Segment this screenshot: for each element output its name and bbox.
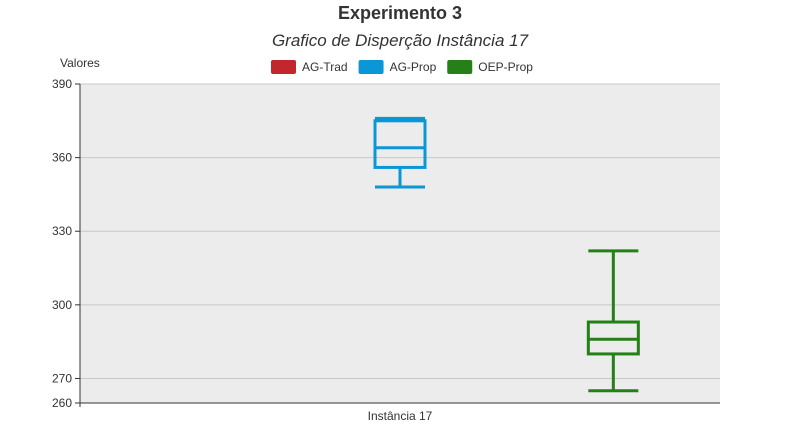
legend-swatch [447, 60, 473, 74]
legend-swatch [358, 60, 384, 74]
box-ag-prop [373, 116, 427, 189]
legend: AG-Trad AG-Prop OEP-Prop [271, 60, 533, 74]
y-tick-label: 360 [52, 151, 72, 165]
legend-item[interactable]: AG-Prop [358, 60, 437, 74]
boxes [373, 116, 640, 393]
x-tick-label: Instância 17 [368, 409, 433, 423]
legend-label: AG-Trad [302, 60, 348, 74]
y-axis-label: Valores [60, 56, 100, 70]
x-axis: Instância 17 [80, 402, 720, 423]
y-tick-label: 260 [52, 396, 72, 410]
y-axis: 260 270 300 330 360 390 [52, 77, 81, 410]
legend-item[interactable]: OEP-Prop [447, 60, 533, 74]
legend-swatch [271, 60, 296, 74]
chart-title: Experimento 3 [338, 3, 462, 23]
box-iqr [373, 119, 427, 169]
plot-area [80, 84, 720, 403]
y-tick-label: 270 [52, 371, 72, 385]
chart-subtitle: Grafico de Disperção Instância 17 [272, 31, 529, 50]
box-oep-prop [586, 249, 640, 393]
y-tick-label: 330 [52, 224, 72, 238]
y-tick-label: 300 [52, 298, 72, 312]
legend-item[interactable]: AG-Trad [271, 60, 348, 74]
legend-label: AG-Prop [390, 60, 437, 74]
y-tick-label: 390 [52, 77, 72, 91]
legend-label: OEP-Prop [478, 60, 533, 74]
